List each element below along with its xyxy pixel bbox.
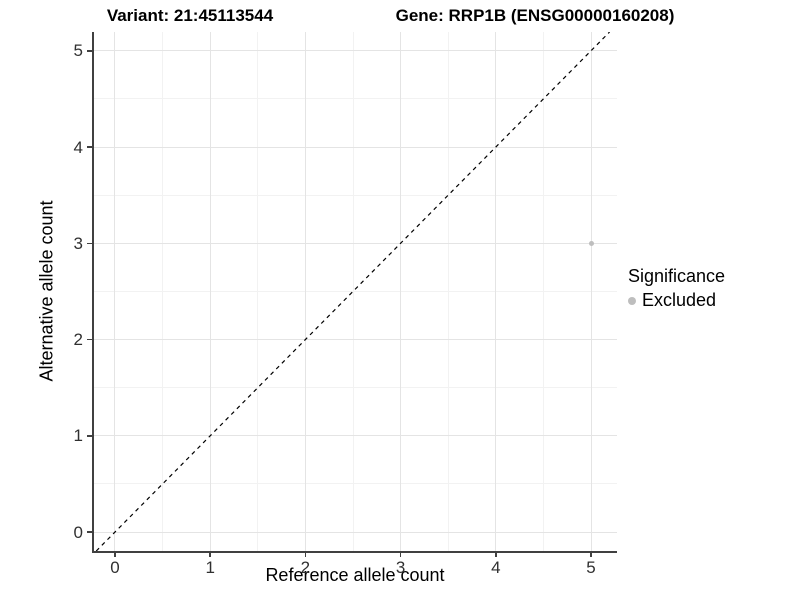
legend-title: Significance [628, 266, 726, 286]
x-tick-label: 0 [110, 558, 120, 577]
y-tick [87, 435, 93, 437]
y-tick-label: 3 [73, 233, 83, 253]
y-tick [87, 146, 93, 148]
legend: Significance Excluded [628, 266, 725, 311]
plot-title-variant: Variant: 21:45113544 [106, 6, 274, 25]
plot-title-gene: Gene: RRP1B (ENSG00000160208) [395, 6, 675, 25]
grid-major-y [93, 339, 617, 341]
grid-minor-y [93, 387, 617, 389]
grid-major-y [93, 50, 617, 52]
x-axis-line [92, 551, 617, 553]
x-tick-label: 1 [205, 558, 215, 577]
y-tick-label: 4 [73, 137, 83, 157]
grid-major-x [304, 32, 306, 551]
x-tick [495, 551, 497, 557]
x-tick [114, 551, 116, 557]
x-tick-label: 2 [300, 558, 311, 577]
identity-line [95, 32, 611, 551]
x-tick [399, 551, 402, 557]
y-tick-label: 2 [73, 330, 83, 350]
y-axis-title: Alternative allele count [36, 200, 57, 382]
x-tick-label: 4 [491, 558, 501, 577]
y-tick-label: 1 [73, 426, 83, 446]
legend-entry-label: Excluded [642, 290, 717, 310]
x-tick [590, 551, 592, 557]
grid-minor-y [93, 483, 617, 485]
grid-major-x [400, 32, 402, 551]
x-tick [304, 551, 307, 557]
plot-panel [93, 32, 617, 551]
grid-major-y [93, 146, 617, 148]
grid-major-y [93, 531, 617, 533]
y-tick [87, 338, 93, 341]
x-tick-label: 5 [586, 558, 596, 577]
legend-entry-excluded: Excluded [628, 290, 725, 311]
grid-major-y [93, 242, 617, 244]
grid-major-x [590, 32, 592, 551]
y-tick-label: 5 [73, 41, 83, 61]
x-axis-title: Reference allele count [265, 565, 445, 585]
y-tick-label: 0 [73, 522, 83, 542]
grid-minor-y [93, 194, 617, 196]
grid-major-x [209, 32, 211, 551]
y-tick [87, 50, 93, 52]
x-tick [209, 551, 211, 557]
grid-major-x [114, 32, 116, 551]
grid-minor-y [93, 98, 617, 100]
identity-line-layer [95, 32, 611, 551]
grid-major-x [495, 32, 497, 551]
data-point [588, 240, 594, 246]
y-tick [87, 531, 93, 533]
grid-minor-y [93, 290, 617, 292]
grid-major-y [93, 435, 617, 437]
x-tick-label: 3 [395, 558, 406, 577]
excluded-point-swatch-icon [628, 296, 636, 305]
y-axis-line [92, 32, 94, 552]
y-tick [87, 242, 93, 245]
